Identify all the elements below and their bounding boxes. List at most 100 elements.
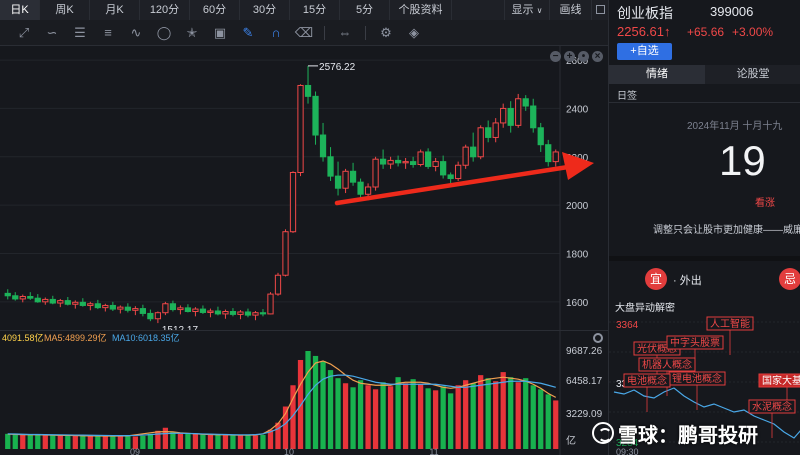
volume-bar	[87, 435, 93, 449]
cursor-icon[interactable]: ⤢	[18, 24, 30, 40]
display-dropdown[interactable]: 显示 ∨	[504, 0, 550, 20]
tab-weekly-k[interactable]: 周K	[40, 0, 90, 20]
candle-body	[147, 312, 154, 320]
volume-bar	[245, 435, 251, 449]
candle-body	[214, 310, 222, 315]
candle-body	[297, 84, 304, 173]
concept-tag-label: 国家大基金	[762, 374, 800, 387]
candle-body	[455, 164, 462, 180]
volume-bar	[162, 427, 169, 449]
bars-icon[interactable]: ☰	[74, 24, 86, 40]
candle-body	[537, 127, 544, 146]
candle-body	[139, 308, 147, 314]
index-name: 创业板指	[617, 5, 673, 21]
split-icon[interactable]: ⇔	[338, 25, 352, 40]
tab-5min[interactable]: 5分	[340, 0, 390, 20]
concept-tag-label: 人工智能	[710, 317, 750, 330]
highlighter-icon[interactable]: ✎	[242, 24, 254, 40]
display-label: 显示	[511, 4, 534, 16]
add-watchlist-button[interactable]: +自选	[617, 43, 672, 60]
tab-monthly-k[interactable]: 月K	[90, 0, 140, 20]
circle-icon[interactable]: ◯	[156, 24, 172, 40]
volume-bar	[553, 400, 559, 449]
price-chart-pane[interactable]: 2600240022002000180016002576.22←1512.17 …	[0, 46, 608, 330]
candle-body	[409, 161, 417, 166]
candle-body	[304, 84, 312, 97]
candle-body	[244, 311, 252, 316]
candle-body	[27, 296, 34, 299]
right-info-panel: 创业板指 399006 2256.61↑ +65.66 +3.00% +自选 情…	[608, 0, 800, 455]
candle-body	[312, 95, 319, 136]
volume-bar	[267, 429, 274, 449]
volume-bar	[140, 435, 146, 449]
candle-body	[4, 292, 11, 297]
layers-icon[interactable]: ◈	[409, 24, 419, 40]
tab-stock-info[interactable]: 个股资料	[390, 0, 452, 20]
draw-line-button[interactable]: 画线	[550, 0, 592, 20]
magnet-icon[interactable]: ∩	[271, 25, 281, 40]
tab-daily-k[interactable]: 日K	[0, 0, 40, 20]
wave-icon[interactable]: ∿	[130, 24, 142, 40]
candle-body	[102, 304, 109, 309]
pen-path-icon[interactable]: ∽	[46, 24, 58, 40]
volume-bar	[72, 435, 78, 449]
volume-bar	[433, 390, 439, 449]
candle-body	[552, 151, 559, 163]
gear-icon[interactable]: •	[578, 51, 589, 62]
volume-ma-label: 4091.58亿	[2, 332, 44, 343]
volume-bar	[455, 385, 461, 449]
candle-body	[109, 304, 116, 310]
candle-body	[117, 306, 124, 310]
draw-line-toggle[interactable]	[592, 0, 608, 20]
drawing-toolbar: ⤢ ∽ ☰ ≡ ∿ ◯ ✭ ▣ ✎ ∩ ⌫ ⇔ ⚙ ◈	[0, 20, 608, 46]
volume-bar	[65, 435, 71, 449]
volume-bar	[215, 434, 221, 449]
candle-body	[530, 105, 537, 129]
minus-icon[interactable]: −	[550, 51, 561, 62]
candle-body	[485, 127, 492, 138]
volume-bar	[410, 379, 416, 449]
daily-sign-label: 日签	[617, 91, 637, 102]
gear-icon[interactable]	[593, 333, 603, 343]
volume-bar	[237, 435, 244, 449]
candle-body	[252, 312, 259, 316]
trash-icon[interactable]: ⌫	[294, 24, 314, 40]
volume-y-tick: 6458.17	[566, 376, 603, 387]
candle-body	[289, 171, 297, 233]
volume-bar	[147, 433, 154, 449]
tab-60min[interactable]: 60分	[190, 0, 240, 20]
volume-bar	[485, 378, 491, 449]
volume-bar	[282, 406, 289, 449]
volume-bar	[380, 382, 386, 449]
tab-sentiment[interactable]: 情绪	[609, 65, 705, 84]
volume-bar	[57, 434, 63, 449]
volume-bar	[402, 383, 409, 449]
candlestick-chart[interactable]: 2600240022002000180016002576.22←1512.17	[0, 46, 608, 330]
candle-body	[72, 301, 79, 305]
mini-y-top: 3364	[616, 320, 639, 331]
volume-bar	[95, 436, 101, 449]
intraday-mini-chart[interactable]: 33643324328409:30光伏概念机器人概念中字头股票人工智能锂电池概念…	[609, 312, 800, 455]
plus-icon[interactable]: +	[564, 51, 575, 62]
volume-bar	[515, 382, 521, 449]
list-icon[interactable]: ≡	[104, 25, 112, 40]
volume-bar	[80, 435, 86, 449]
tab-discussion[interactable]: 论股堂	[705, 65, 800, 84]
concept-tag-label: 机器人概念	[642, 358, 692, 371]
gear-icon[interactable]: ⚙	[380, 24, 392, 40]
tab-15min[interactable]: 15分	[290, 0, 340, 20]
close-icon[interactable]: ×	[592, 51, 603, 62]
candle-body	[199, 308, 207, 313]
volume-chart[interactable]: 4091.58亿 MA5:4899.29亿 MA10:6018.35亿 9687.26…	[0, 331, 608, 455]
tab-30min[interactable]: 30分	[240, 0, 290, 20]
daily-quote: 调整只会让股市更加健康——威廉	[653, 225, 800, 236]
text-icon[interactable]: ▣	[213, 24, 227, 40]
volume-chart-pane[interactable]: 4091.58亿 MA5:4899.29亿 MA10:6018.35亿 9687.26…	[0, 330, 608, 455]
tab-120min[interactable]: 120分	[140, 0, 190, 20]
watermark-text: 雪球：鹏哥投研	[618, 424, 758, 447]
volume-bar	[448, 393, 454, 449]
volume-bar	[305, 351, 311, 449]
candle-body	[545, 144, 552, 163]
volume-bar	[350, 387, 356, 449]
hammer-icon[interactable]: ✭	[186, 24, 198, 40]
